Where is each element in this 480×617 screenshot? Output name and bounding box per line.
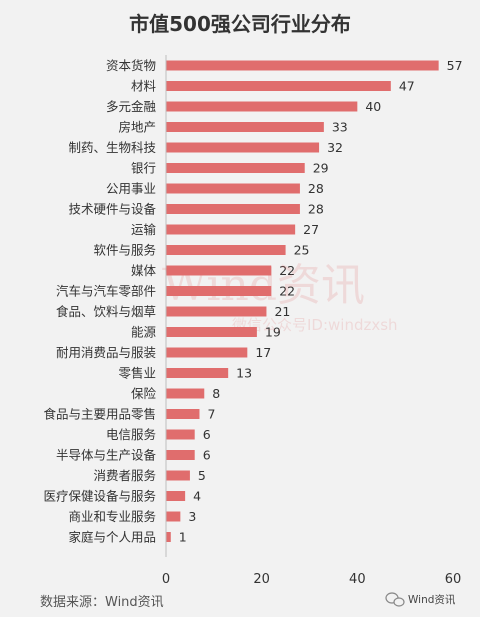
bar (166, 142, 320, 153)
bar (166, 163, 305, 173)
value-label: 25 (294, 243, 310, 258)
chart-title: 市值500强公司行业分布 (129, 12, 351, 36)
value-label: 27 (303, 222, 319, 237)
category-label: 材料 (131, 79, 157, 94)
category-label: 汽车与汽车零部件 (56, 284, 156, 299)
value-label: 1 (179, 530, 187, 545)
x-axis-ticks: 0 20 40 60 (162, 572, 461, 587)
category-label: 银行 (131, 161, 156, 176)
bar (166, 388, 205, 399)
x-tick-label: 40 (349, 572, 366, 587)
bar (166, 450, 195, 460)
category-label: 消费者服务 (93, 468, 156, 483)
value-label: 13 (236, 366, 252, 381)
category-label: 运输 (131, 222, 157, 237)
category-label: 软件与服务 (93, 243, 156, 258)
watermark-main: Wind资讯 (162, 260, 365, 311)
value-label: 21 (274, 304, 290, 319)
category-label: 能源 (131, 325, 157, 340)
bar (166, 491, 186, 501)
category-label: 制药、生物科技 (68, 140, 156, 155)
bar (166, 306, 267, 317)
category-label: 耐用消费品与服装 (56, 345, 156, 360)
category-label: 技术硬件与设备 (68, 202, 156, 217)
category-label: 医疗保健设备与服务 (43, 489, 156, 504)
bar (166, 81, 391, 91)
category-label: 商业和专业服务 (68, 509, 156, 524)
category-labels: 资本货物材料多元金融房地产制药、生物科技银行公用事业技术硬件与设备运输软件与服务… (43, 58, 156, 545)
category-label: 食品、饮料与烟草 (56, 304, 156, 319)
bar (166, 122, 324, 132)
value-label: 32 (327, 140, 343, 155)
value-label: 8 (212, 386, 220, 401)
value-label: 29 (313, 161, 329, 176)
bar (166, 204, 300, 214)
value-label: 47 (399, 79, 415, 94)
category-label: 房地产 (118, 120, 156, 135)
bar (166, 245, 286, 255)
bar (166, 101, 358, 112)
category-label: 公用事业 (106, 181, 156, 196)
bar (166, 265, 272, 276)
x-tick-label: 60 (445, 572, 462, 587)
watermark: Wind资讯 微信公众号ID:windzxsh (162, 260, 398, 334)
watermark-sub: 微信公众号ID:windzxsh (232, 316, 398, 334)
category-label: 资本货物 (106, 58, 156, 73)
bar (166, 429, 195, 440)
bar (166, 347, 248, 358)
x-tick-label: 20 (253, 572, 270, 587)
bar (166, 327, 257, 337)
brand-label: Wind资讯 (408, 593, 456, 606)
bar (166, 470, 190, 481)
category-label: 保险 (131, 386, 157, 401)
category-label: 多元金融 (106, 99, 157, 114)
value-label: 28 (308, 181, 324, 196)
value-label: 33 (332, 120, 348, 135)
wechat-logo-icon (385, 592, 405, 607)
value-label: 6 (203, 448, 211, 463)
bar (166, 224, 296, 235)
category-label: 家庭与个人用品 (68, 530, 156, 545)
bar (166, 511, 181, 522)
value-label: 22 (279, 284, 295, 299)
source-note: 数据来源：Wind资讯 (40, 595, 164, 610)
value-label: 7 (207, 407, 215, 422)
value-label: 22 (279, 263, 295, 278)
value-label: 5 (198, 468, 206, 483)
value-label: 4 (193, 489, 201, 504)
value-label: 6 (203, 427, 211, 442)
brand: Wind资讯 (385, 592, 456, 607)
value-label: 57 (447, 58, 463, 73)
bar (166, 286, 272, 296)
value-label: 28 (308, 202, 324, 217)
category-label: 半导体与生产设备 (56, 448, 157, 463)
bar (166, 532, 171, 542)
bar (166, 368, 229, 378)
category-label: 媒体 (131, 263, 157, 278)
category-label: 零售业 (118, 366, 156, 381)
value-label: 19 (265, 325, 281, 340)
bar (166, 409, 200, 419)
bar (166, 183, 300, 194)
bars-group (166, 60, 439, 542)
bar (166, 60, 439, 71)
category-label: 食品与主要用品零售 (43, 407, 156, 422)
value-label: 40 (365, 99, 381, 114)
x-tick-label: 0 (162, 572, 170, 587)
category-label: 电信服务 (106, 427, 156, 442)
value-label: 3 (188, 509, 196, 524)
value-label: 17 (255, 345, 271, 360)
